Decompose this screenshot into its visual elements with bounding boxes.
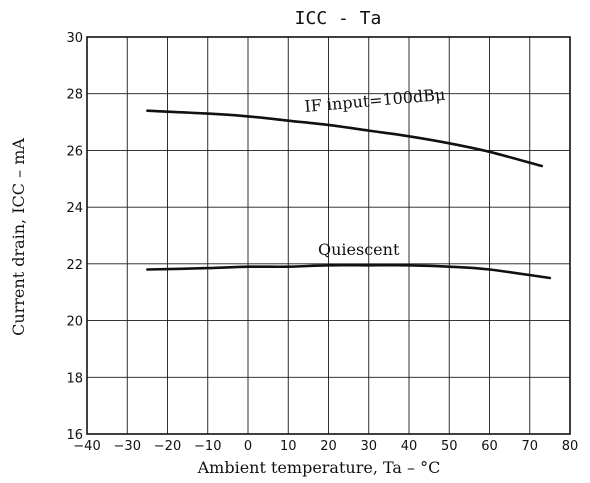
- y-tick-label: 30: [66, 31, 83, 46]
- x-tick-label: −20: [154, 439, 181, 454]
- y-tick-label: 18: [66, 371, 83, 386]
- plot-frame: [86, 36, 571, 435]
- series-label-if-input: IF input=100dBμ: [304, 85, 446, 116]
- x-tick-label: −40: [73, 439, 100, 454]
- series-line-quiescent: [146, 263, 552, 280]
- y-tick-labels: 16 18 20 22 24 26 28 30: [66, 31, 83, 443]
- x-tick-label: 60: [481, 439, 498, 454]
- y-tick-label: 22: [66, 258, 83, 273]
- x-tick-label: 20: [320, 439, 337, 454]
- y-tick-label: 16: [66, 428, 83, 443]
- series-line-if-input: [146, 109, 544, 168]
- x-tick-labels: −40 −30 −20 −10 0 10 20 30 40 50 60 70 80: [73, 439, 578, 454]
- x-tick-label: −30: [114, 439, 141, 454]
- y-axis-label: Current drain, ICC – mA: [9, 138, 28, 336]
- x-tick-label: 30: [360, 439, 377, 454]
- x-tick-label: −10: [194, 439, 221, 454]
- x-tick-label: 0: [244, 439, 252, 454]
- x-tick-label: 40: [401, 439, 418, 454]
- chart-title: ICC - Ta: [295, 8, 382, 29]
- y-tick-label: 26: [66, 144, 83, 159]
- x-tick-label: 80: [562, 439, 579, 454]
- curves: [146, 109, 552, 280]
- y-tick-label: 20: [66, 315, 83, 330]
- y-tick-label: 28: [66, 88, 83, 103]
- series-label-quiescent: Quiescent: [318, 240, 400, 259]
- x-tick-label: 50: [441, 439, 458, 454]
- x-axis-label: Ambient temperature, Ta – °C: [197, 458, 441, 477]
- y-tick-label: 24: [66, 201, 83, 216]
- x-tick-label: 10: [280, 439, 297, 454]
- x-tick-label: 70: [521, 439, 538, 454]
